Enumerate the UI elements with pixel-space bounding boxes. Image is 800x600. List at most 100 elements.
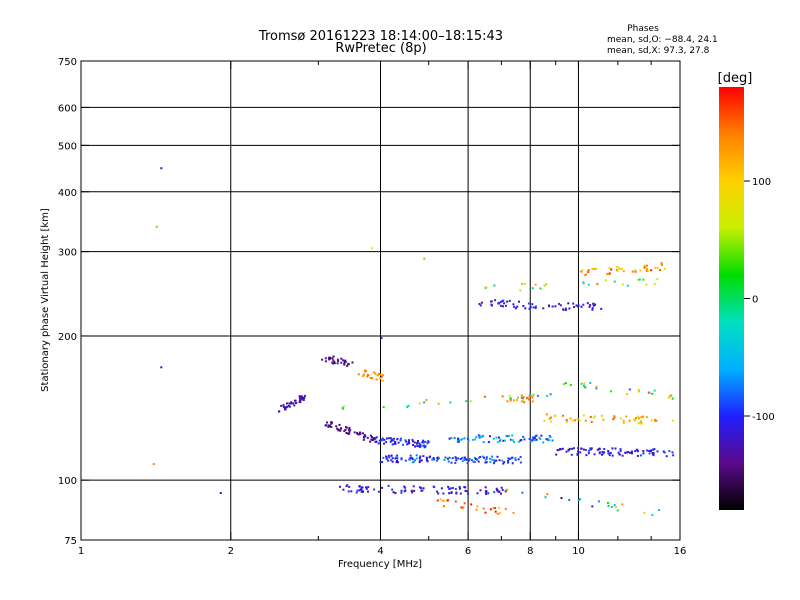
echo-point <box>539 438 542 441</box>
colorbar-tick-label: 0 <box>752 295 758 306</box>
echo-point <box>639 454 642 457</box>
echo-point <box>613 416 616 419</box>
echo-point <box>463 486 466 488</box>
echo-point <box>634 270 637 273</box>
echo-point <box>294 399 297 402</box>
echo-point <box>373 371 376 374</box>
echo-point <box>543 419 546 422</box>
echo-point <box>616 270 619 272</box>
echo-point <box>596 283 599 286</box>
echo-point <box>466 462 469 465</box>
echo-point <box>619 417 622 420</box>
echo-point <box>602 452 605 455</box>
echo-point <box>651 392 654 395</box>
echo-point <box>519 456 522 458</box>
echo-point <box>544 496 547 499</box>
echo-point <box>358 485 361 488</box>
echo-point <box>448 488 451 490</box>
echo-point <box>356 489 359 492</box>
echo-point <box>394 457 397 460</box>
echo-point <box>591 505 594 508</box>
echo-point <box>669 394 672 397</box>
echo-point <box>437 492 440 495</box>
echo-point <box>485 286 488 289</box>
echo-point <box>485 461 488 464</box>
echo-point <box>514 307 517 310</box>
echo-point <box>613 414 616 417</box>
echo-point <box>410 456 413 459</box>
echo-point <box>492 437 495 440</box>
echo-point <box>511 434 514 437</box>
echo-point <box>388 456 391 459</box>
echo-point <box>366 375 369 378</box>
echo-point <box>583 382 586 385</box>
echo-point <box>456 440 459 443</box>
echo-point <box>571 447 574 450</box>
echo-point <box>507 457 510 460</box>
echo-point <box>568 498 571 501</box>
echo-point <box>508 458 511 460</box>
echo-point <box>412 460 415 463</box>
echo-point <box>642 278 645 281</box>
echo-point <box>282 404 285 407</box>
echo-point <box>487 441 490 443</box>
echo-point <box>466 438 469 441</box>
echo-point <box>631 452 633 455</box>
echo-point <box>327 424 330 427</box>
echo-point <box>668 396 671 399</box>
echo-point <box>509 399 512 402</box>
echo-point <box>420 489 423 492</box>
echo-point <box>337 428 340 431</box>
echo-point <box>336 362 339 365</box>
echo-point <box>639 420 642 423</box>
echo-point <box>367 374 369 376</box>
echo-point <box>436 459 438 462</box>
echo-point <box>506 400 509 403</box>
echo-point <box>382 406 385 409</box>
echo-point <box>549 436 552 438</box>
echo-point <box>336 427 339 430</box>
echo-point <box>349 429 352 432</box>
echo-point <box>461 456 464 459</box>
echo-point <box>386 456 389 459</box>
echo-point <box>327 425 330 428</box>
echo-point <box>619 448 622 451</box>
echo-point <box>344 428 347 431</box>
echo-point <box>468 458 471 460</box>
echo-point <box>583 384 585 387</box>
echo-point <box>535 438 538 441</box>
echo-point <box>589 382 592 384</box>
echo-point <box>426 442 429 445</box>
echo-point <box>358 489 361 492</box>
y-axis: 75 100 200 300 400 500 600 750 <box>58 57 680 547</box>
echo-point <box>521 397 524 400</box>
echo-point <box>651 452 654 454</box>
echo-point <box>564 307 567 310</box>
echo-point <box>523 438 526 441</box>
echo-point <box>561 414 564 417</box>
echo-point <box>292 402 295 405</box>
echo-point <box>617 266 620 269</box>
echo-point <box>442 492 445 495</box>
echo-point <box>326 421 328 424</box>
echo-point <box>362 432 364 435</box>
echo-point <box>603 448 606 450</box>
echo-point <box>564 382 567 385</box>
echo-point <box>464 458 467 461</box>
echo-point <box>428 456 431 459</box>
echo-point <box>449 401 452 404</box>
echo-point <box>484 458 487 461</box>
echo-point <box>340 357 343 360</box>
echo-point <box>408 439 410 442</box>
echo-point <box>505 489 508 491</box>
echo-point <box>414 445 417 448</box>
echo-point <box>622 421 625 424</box>
echo-point <box>573 447 575 450</box>
echo-point <box>387 454 390 457</box>
x-tick-label: 16 <box>674 546 687 557</box>
echo-point <box>445 499 448 502</box>
echo-point <box>642 452 645 455</box>
echo-point <box>477 434 480 437</box>
echo-point <box>648 392 651 395</box>
